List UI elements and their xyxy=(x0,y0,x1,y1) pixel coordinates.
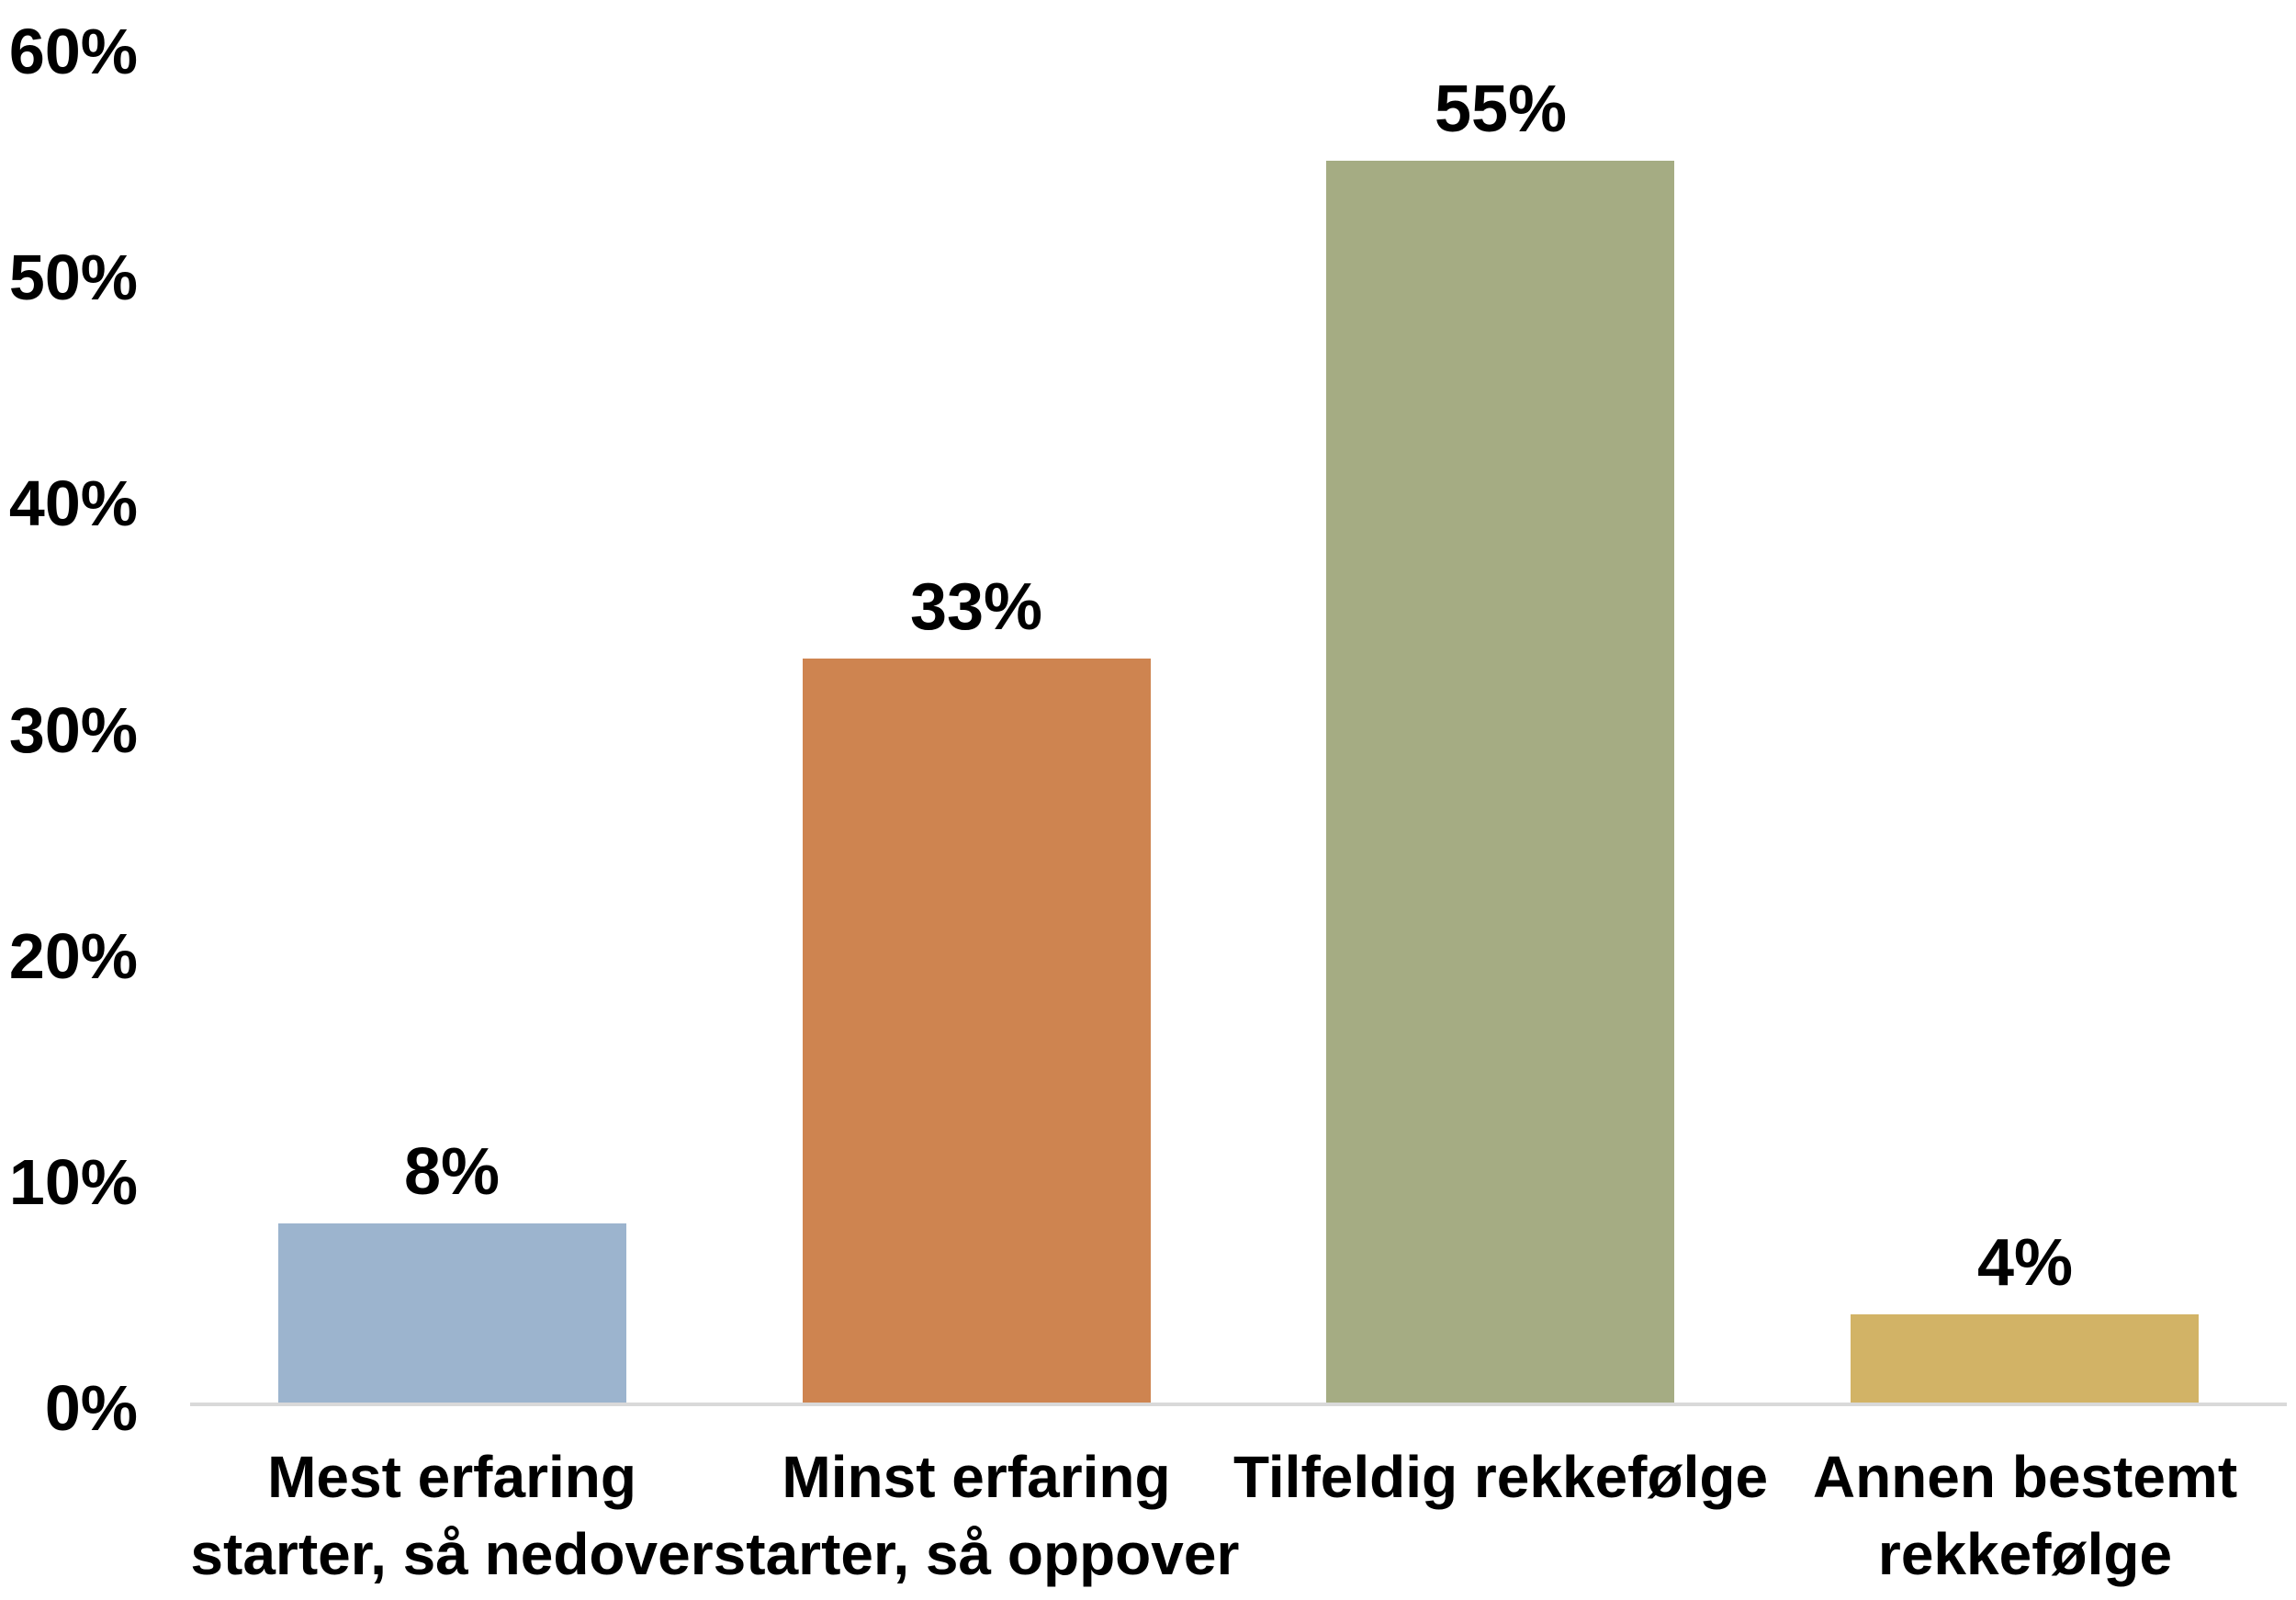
x-category-label: Mest erfaring starter, så nedover xyxy=(190,1444,714,1587)
bar-value-label: 4% xyxy=(1976,1226,2074,1300)
y-tick-label: 60% xyxy=(8,16,138,87)
bar xyxy=(1326,161,1674,1403)
y-tick-label: 0% xyxy=(44,1372,138,1444)
bar xyxy=(803,659,1151,1403)
x-category-label: Tilfeldig rekkefølge xyxy=(1232,1444,1769,1510)
y-tick-label: 40% xyxy=(8,468,138,540)
x-category-label: Annen bestemt rekkefølge xyxy=(1812,1444,2238,1587)
y-tick-label: 20% xyxy=(8,919,138,992)
bar xyxy=(1851,1314,2199,1403)
bar-value-label: 33% xyxy=(909,570,1043,644)
y-tick-label: 30% xyxy=(8,693,138,766)
x-axis-line xyxy=(190,1403,2287,1406)
bar-value-label: 55% xyxy=(1434,73,1568,146)
y-tick-label: 10% xyxy=(8,1145,138,1218)
y-tick-label: 50% xyxy=(8,242,138,314)
bar xyxy=(278,1223,626,1403)
bar-value-label: 8% xyxy=(403,1135,501,1209)
x-category-label: Minst erfaring starter, så oppover xyxy=(713,1444,1240,1587)
